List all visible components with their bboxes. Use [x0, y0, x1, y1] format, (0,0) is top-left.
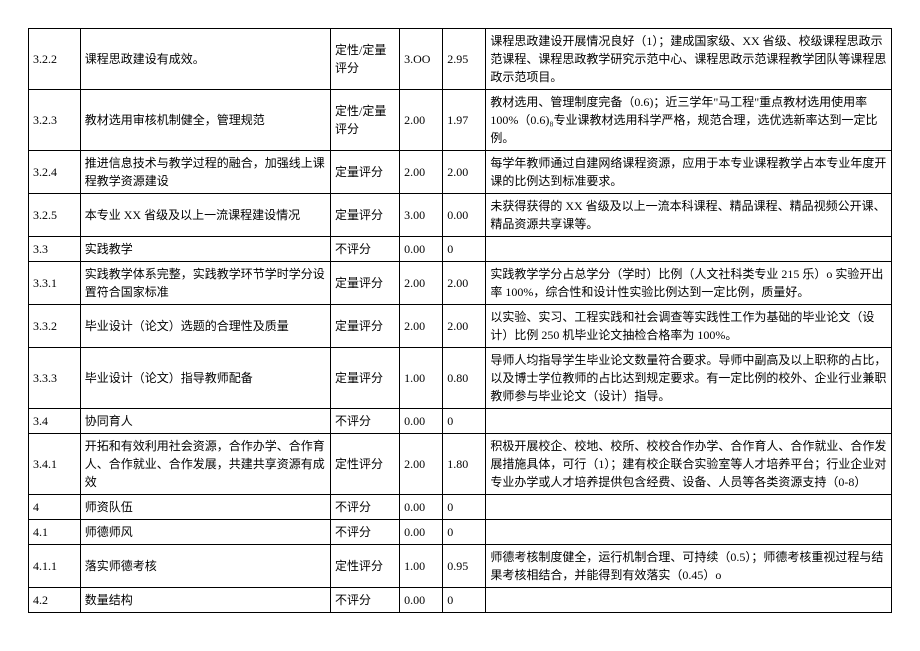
cell-name: 实践教学: [80, 237, 330, 262]
cell-name: 教材选用审核机制健全，管理规范: [80, 90, 330, 151]
cell-desc: [486, 409, 892, 434]
table-row: 3.2.4推进信息技术与教学过程的融合，加强线上课程教学资源建设定量评分2.00…: [29, 151, 892, 194]
cell-score: 0: [443, 409, 486, 434]
cell-max: 0.00: [400, 409, 443, 434]
cell-score: 0: [443, 520, 486, 545]
cell-id: 3.4.1: [29, 434, 81, 495]
table-row: 4师资队伍不评分0.000: [29, 495, 892, 520]
cell-max: 0.00: [400, 520, 443, 545]
cell-name: 课程思政建设有成效。: [80, 29, 330, 90]
cell-id: 4.1: [29, 520, 81, 545]
cell-name: 数量结构: [80, 588, 330, 613]
cell-desc: [486, 588, 892, 613]
table-row: 3.3.2毕业设计（论文）选题的合理性及质量定量评分2.002.00以实验、实习…: [29, 305, 892, 348]
cell-type: 定量评分: [331, 151, 400, 194]
cell-max: 1.00: [400, 348, 443, 409]
cell-max: 0.00: [400, 495, 443, 520]
cell-score: 0.80: [443, 348, 486, 409]
cell-score: 0.00: [443, 194, 486, 237]
cell-desc: 积极开展校企、校地、校所、校校合作办学、合作育人、合作就业、合作发展措施具体，可…: [486, 434, 892, 495]
cell-desc: 以实验、实习、工程实践和社会调查等实践性工作为基础的毕业论文（设计）比例 250…: [486, 305, 892, 348]
cell-name: 开拓和有效利用社会资源，合作办学、合作育人、合作就业、合作发展，共建共享资源有成…: [80, 434, 330, 495]
cell-name: 师德师风: [80, 520, 330, 545]
cell-score: 2.00: [443, 151, 486, 194]
cell-score: 2.95: [443, 29, 486, 90]
cell-type: 定量评分: [331, 348, 400, 409]
evaluation-table: 3.2.2课程思政建设有成效。定性/定量评分3.OO2.95课程思政建设开展情况…: [28, 28, 892, 613]
cell-max: 1.00: [400, 545, 443, 588]
cell-score: 0.95: [443, 545, 486, 588]
cell-desc: 教材选用、管理制度完备（0.6)；近三学年"马工程"重点教材选用使用率 100%…: [486, 90, 892, 151]
table-row: 4.2数量结构不评分0.000: [29, 588, 892, 613]
cell-id: 3.2.5: [29, 194, 81, 237]
cell-desc: 课程思政建设开展情况良好（1）；建成国家级、XX 省级、校级课程思政示范课程、课…: [486, 29, 892, 90]
cell-name: 推进信息技术与教学过程的融合，加强线上课程教学资源建设: [80, 151, 330, 194]
cell-score: 1.80: [443, 434, 486, 495]
cell-type: 定性评分: [331, 545, 400, 588]
cell-desc: 实践教学学分占总学分（学时）比例（人文社科类专业 215 乐）o 实验开出率 1…: [486, 262, 892, 305]
cell-type: 不评分: [331, 237, 400, 262]
cell-name: 师资队伍: [80, 495, 330, 520]
table-row: 3.3.1实践教学体系完整，实践教学环节学时学分设置符合国家标准定量评分2.00…: [29, 262, 892, 305]
table-row: 3.2.3教材选用审核机制健全，管理规范定性/定量评分2.001.97教材选用、…: [29, 90, 892, 151]
cell-id: 4.1.1: [29, 545, 81, 588]
cell-score: 0: [443, 588, 486, 613]
table-row: 4.1师德师风不评分0.000: [29, 520, 892, 545]
cell-type: 定量评分: [331, 262, 400, 305]
cell-type: 不评分: [331, 495, 400, 520]
table-row: 3.3.3毕业设计（论文）指导教师配备定量评分1.000.80导师人均指导学生毕…: [29, 348, 892, 409]
cell-type: 不评分: [331, 520, 400, 545]
cell-id: 3.3.3: [29, 348, 81, 409]
cell-max: 2.00: [400, 90, 443, 151]
cell-type: 定性评分: [331, 434, 400, 495]
cell-name: 协同育人: [80, 409, 330, 434]
cell-id: 4: [29, 495, 81, 520]
table-row: 3.4.1开拓和有效利用社会资源，合作办学、合作育人、合作就业、合作发展，共建共…: [29, 434, 892, 495]
table-row: 3.2.5本专业 XX 省级及以上一流课程建设情况定量评分3.000.00未获得…: [29, 194, 892, 237]
cell-max: 2.00: [400, 434, 443, 495]
cell-type: 不评分: [331, 409, 400, 434]
cell-type: 定性/定量评分: [331, 90, 400, 151]
cell-score: 0: [443, 495, 486, 520]
cell-type: 定性/定量评分: [331, 29, 400, 90]
cell-type: 不评分: [331, 588, 400, 613]
cell-max: 2.00: [400, 262, 443, 305]
cell-desc: 师德考核制度健全，运行机制合理、可持续（0.5）；师德考核重视过程与结果考核相结…: [486, 545, 892, 588]
cell-max: 0.00: [400, 237, 443, 262]
cell-id: 3.3.2: [29, 305, 81, 348]
cell-score: 1.97: [443, 90, 486, 151]
cell-name: 毕业设计（论文）选题的合理性及质量: [80, 305, 330, 348]
table-row: 3.3实践教学不评分0.000: [29, 237, 892, 262]
table-row: 3.4协同育人不评分0.000: [29, 409, 892, 434]
cell-max: 0.00: [400, 588, 443, 613]
cell-name: 实践教学体系完整，实践教学环节学时学分设置符合国家标准: [80, 262, 330, 305]
cell-desc: 每学年教师通过自建网络课程资源，应用于本专业课程教学占本专业年度开课的比例达到标…: [486, 151, 892, 194]
cell-max: 3.OO: [400, 29, 443, 90]
table-row: 4.1.1落实师德考核定性评分1.000.95师德考核制度健全，运行机制合理、可…: [29, 545, 892, 588]
cell-desc: 导师人均指导学生毕业论文数量符合要求。导师中副高及以上职称的占比，以及博士学位教…: [486, 348, 892, 409]
cell-desc: [486, 495, 892, 520]
cell-id: 3.2.4: [29, 151, 81, 194]
cell-max: 2.00: [400, 305, 443, 348]
cell-score: 2.00: [443, 305, 486, 348]
cell-desc: [486, 237, 892, 262]
cell-score: 2.00: [443, 262, 486, 305]
cell-type: 定量评分: [331, 305, 400, 348]
cell-name: 毕业设计（论文）指导教师配备: [80, 348, 330, 409]
cell-id: 3.3.1: [29, 262, 81, 305]
cell-id: 3.3: [29, 237, 81, 262]
cell-id: 4.2: [29, 588, 81, 613]
cell-id: 3.4: [29, 409, 81, 434]
cell-id: 3.2.2: [29, 29, 81, 90]
cell-max: 2.00: [400, 151, 443, 194]
table-row: 3.2.2课程思政建设有成效。定性/定量评分3.OO2.95课程思政建设开展情况…: [29, 29, 892, 90]
cell-desc: [486, 520, 892, 545]
cell-type: 定量评分: [331, 194, 400, 237]
cell-name: 落实师德考核: [80, 545, 330, 588]
cell-id: 3.2.3: [29, 90, 81, 151]
cell-score: 0: [443, 237, 486, 262]
cell-max: 3.00: [400, 194, 443, 237]
cell-desc: 未获得获得的 XX 省级及以上一流本科课程、精品课程、精品视频公开课、精品资源共…: [486, 194, 892, 237]
cell-name: 本专业 XX 省级及以上一流课程建设情况: [80, 194, 330, 237]
